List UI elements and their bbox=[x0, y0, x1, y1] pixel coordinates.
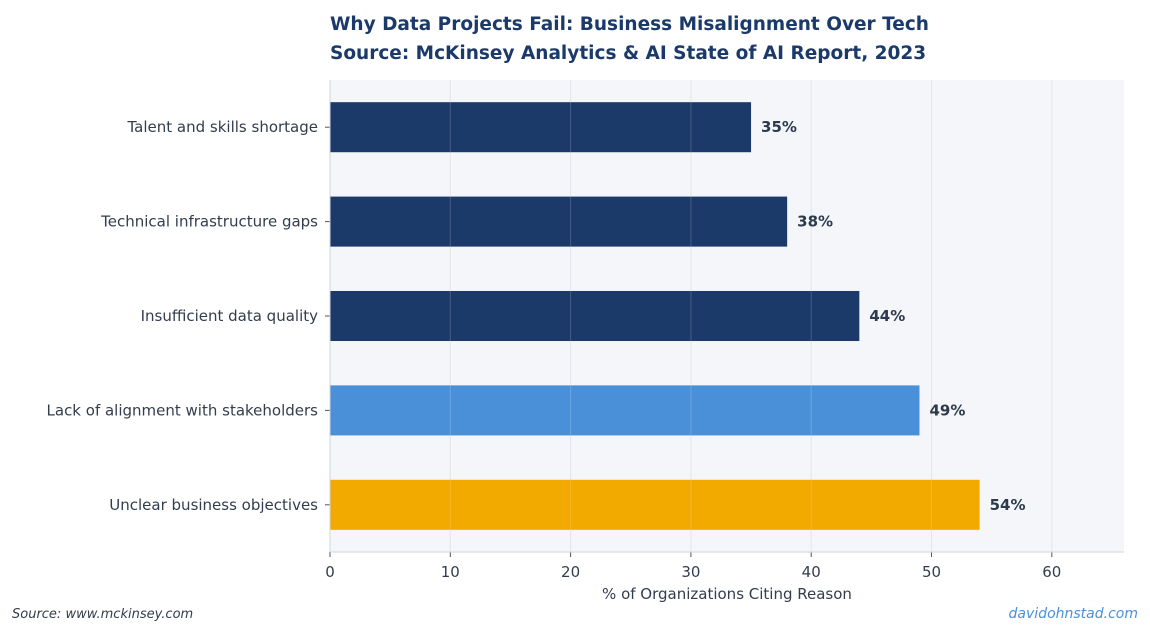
x-tick-label: 10 bbox=[441, 563, 460, 581]
bar bbox=[330, 479, 980, 530]
bar bbox=[330, 290, 860, 342]
bar bbox=[330, 102, 752, 153]
bar bbox=[330, 196, 788, 247]
bar-value-label: 44% bbox=[869, 307, 905, 325]
category-label: Unclear business objectives bbox=[109, 496, 318, 514]
x-axis-label: % of Organizations Citing Reason bbox=[602, 585, 852, 603]
x-tick-label: 20 bbox=[561, 563, 580, 581]
category-label: Insufficient data quality bbox=[141, 307, 319, 325]
category-labels: Talent and skills shortage Technical infr… bbox=[47, 118, 330, 514]
chart-title: Why Data Projects Fail: Business Misalig… bbox=[330, 14, 929, 35]
bar-value-label: 49% bbox=[929, 401, 965, 419]
x-tick-label: 40 bbox=[802, 563, 821, 581]
credit-link[interactable]: davidohnstad.com bbox=[1008, 606, 1138, 622]
x-axis-ticks: 0 10 20 30 40 50 60 bbox=[325, 552, 1061, 581]
category-label: Talent and skills shortage bbox=[127, 118, 319, 136]
source-note: Source: www.mckinsey.com bbox=[12, 607, 194, 622]
x-tick-label: 30 bbox=[681, 563, 700, 581]
bar-value-label: 54% bbox=[990, 496, 1026, 514]
category-label: Lack of alignment with stakeholders bbox=[47, 401, 319, 419]
x-tick-label: 50 bbox=[922, 563, 941, 581]
bar-value-label: 38% bbox=[797, 213, 833, 231]
chart-subtitle: Source: McKinsey Analytics & AI State of… bbox=[330, 43, 926, 64]
bar-value-label: 35% bbox=[761, 118, 797, 136]
value-labels: 35% 38% 44% 49% 54% bbox=[761, 118, 1025, 514]
category-label: Technical infrastructure gaps bbox=[100, 213, 318, 231]
x-tick-label: 60 bbox=[1042, 563, 1061, 581]
x-tick-label: 0 bbox=[325, 563, 335, 581]
bar bbox=[330, 385, 920, 436]
bars bbox=[330, 80, 1053, 552]
